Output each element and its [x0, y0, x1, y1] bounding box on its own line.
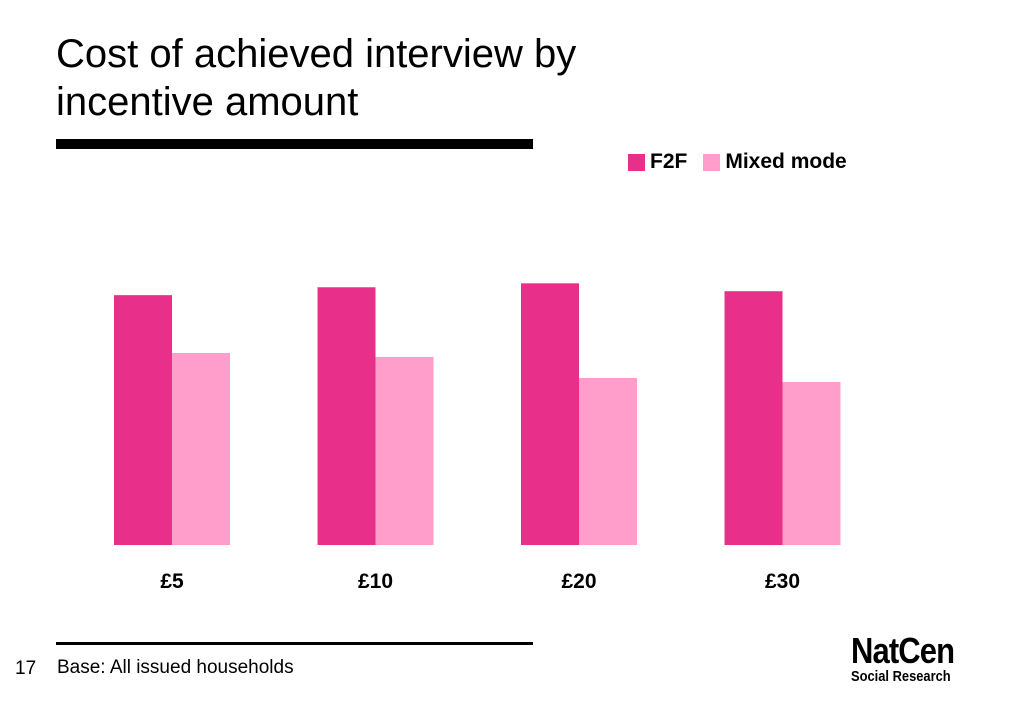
legend-swatch-f2f	[628, 153, 645, 171]
logo-tagline: Social Research	[851, 668, 951, 685]
bar-f2f-1	[114, 295, 172, 545]
x-tick-label: £10	[358, 570, 393, 593]
logo-wordmark: NatCen	[851, 630, 955, 671]
title-underline	[56, 139, 533, 149]
legend-item-f2f: F2F	[628, 150, 687, 174]
bar-mixed-mode-4	[782, 381, 841, 545]
legend-label-mixed-mode: Mixed mode	[725, 150, 847, 173]
legend-swatch-mixed-mode	[703, 153, 721, 171]
bar-mixed-mode-1	[172, 353, 230, 545]
legend-item-mixed-mode: Mixed mode	[703, 150, 847, 174]
bar-f2f-4	[724, 291, 783, 545]
natcen-logo: NatCen Social Research	[851, 633, 971, 685]
x-tick-label: £5	[160, 570, 184, 593]
base-note: Base: All issued households	[57, 657, 294, 678]
x-tick-label: £20	[561, 570, 596, 593]
bar-mixed-mode-2	[375, 356, 434, 545]
page-title: Cost of achieved interview by incentive …	[56, 32, 577, 124]
bar-mixed-mode-3	[579, 377, 637, 545]
chart-legend: F2F Mixed mode	[628, 150, 863, 174]
footer-rule	[56, 642, 533, 645]
page-number: 17	[15, 658, 37, 679]
x-tick-label: £30	[765, 570, 800, 593]
legend-label-f2f: F2F	[650, 150, 688, 173]
bar-f2f-3	[521, 283, 579, 545]
bar-f2f-2	[317, 287, 376, 545]
